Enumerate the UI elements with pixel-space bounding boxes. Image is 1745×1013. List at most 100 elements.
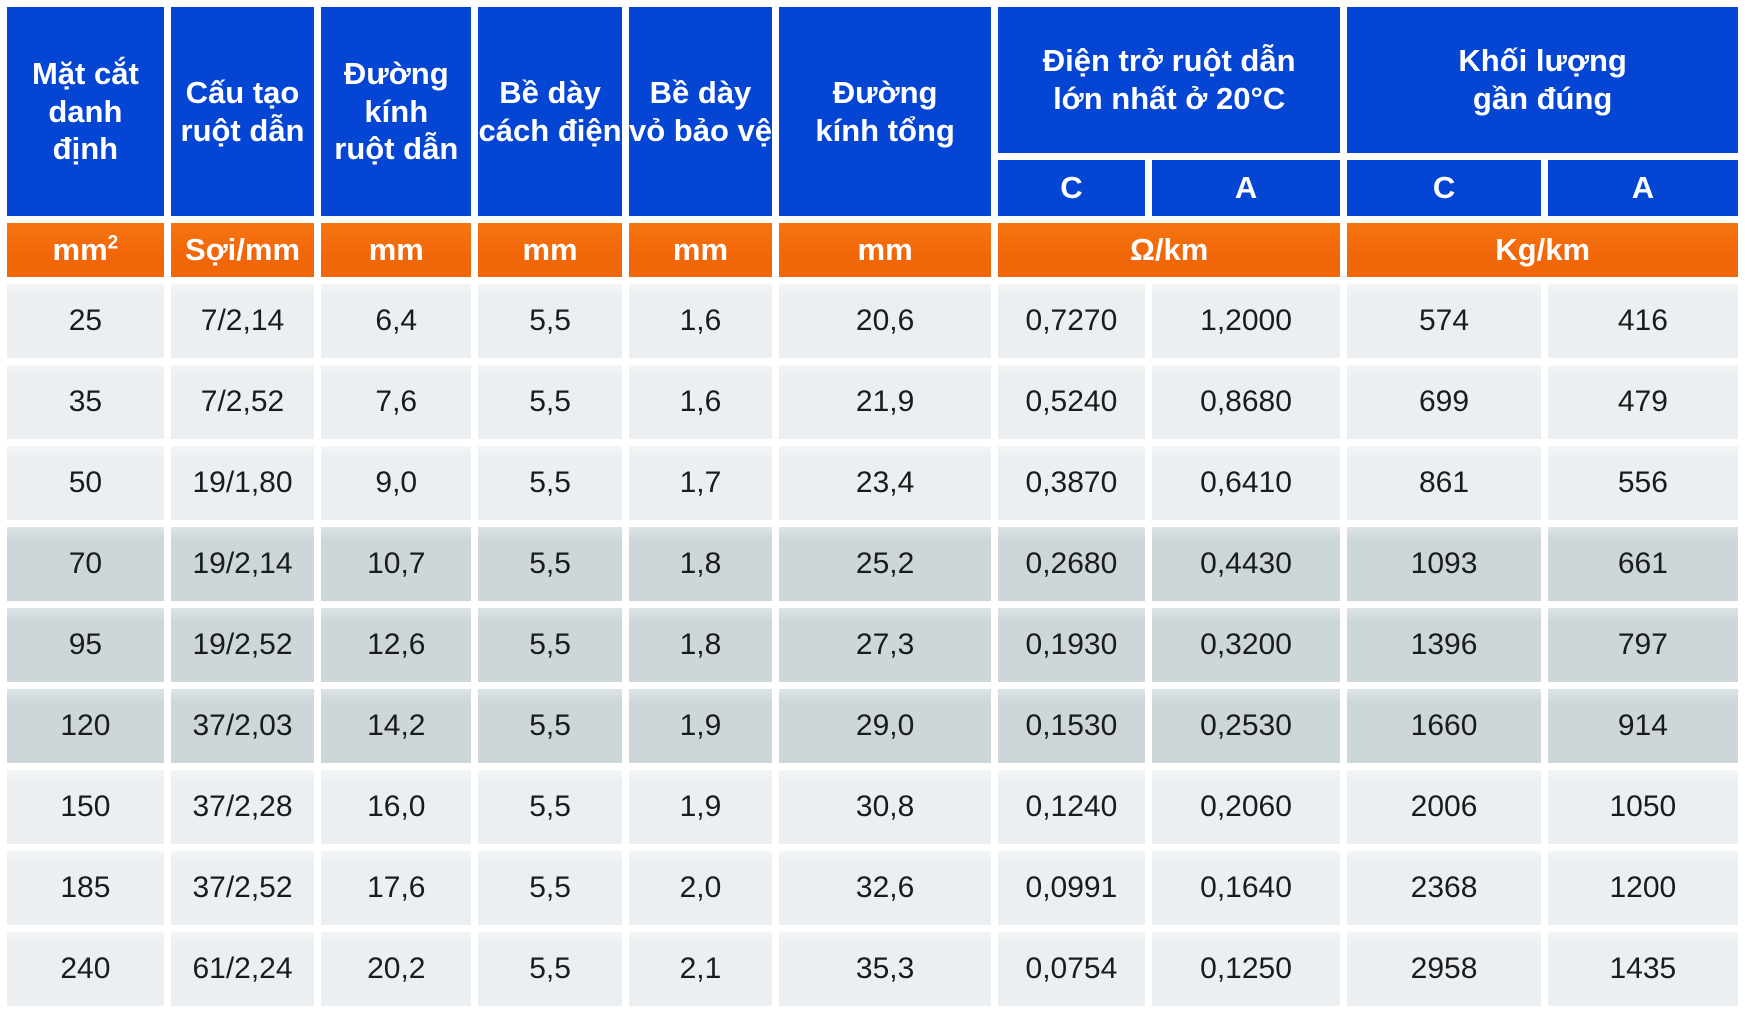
data-cell: 0,4430	[1151, 527, 1341, 601]
header-line: kính	[364, 93, 429, 129]
data-cell: 5,5	[478, 770, 622, 844]
header-line: kính tổng	[815, 112, 955, 148]
table-row: 185 37/2,52 17,6 5,5 2,0 32,6 0,0991 0,1…	[7, 851, 1738, 925]
data-cell: 574	[1347, 284, 1541, 358]
table-row: 240 61/2,24 20,2 5,5 2,1 35,3 0,0754 0,1…	[7, 932, 1738, 1006]
subheader-resistance-c: C	[998, 160, 1145, 216]
header-line: ruột dẫn	[180, 112, 305, 148]
data-cell: 70	[7, 527, 164, 601]
unit-soi-mm: Sợi/mm	[170, 223, 315, 277]
data-cell: 0,6410	[1151, 446, 1341, 520]
data-cell: 14,2	[321, 689, 472, 763]
table-row: 95 19/2,52 12,6 5,5 1,8 27,3 0,1930 0,32…	[7, 608, 1738, 682]
data-cell: 5,5	[478, 932, 622, 1006]
header-conductor-construction: Cấu tạo ruột dẫn	[170, 7, 315, 216]
data-cell: 1050	[1547, 770, 1738, 844]
header-nominal-cross-section: Mặt cắt danh định	[7, 7, 164, 216]
data-cell: 1,6	[628, 284, 773, 358]
data-cell: 5,5	[478, 284, 622, 358]
data-cell: 12,6	[321, 608, 472, 682]
table-row: 50 19/1,80 9,0 5,5 1,7 23,4 0,3870 0,641…	[7, 446, 1738, 520]
data-cell: 0,3870	[998, 446, 1145, 520]
header-group-approx-weight: Khối lượng gần đúng	[1347, 7, 1738, 153]
header-line: lớn nhất ở 20°C	[1053, 81, 1286, 116]
data-cell: 0,1250	[1151, 932, 1341, 1006]
data-cell: 1,6	[628, 365, 773, 439]
data-cell: 1,8	[628, 527, 773, 601]
data-cell: 797	[1547, 608, 1738, 682]
header-line: danh	[48, 93, 123, 129]
data-cell: 19/1,80	[170, 446, 315, 520]
unit-mm-conductor-diameter: mm	[321, 223, 472, 277]
data-cell: 2,1	[628, 932, 773, 1006]
data-cell: 17,6	[321, 851, 472, 925]
header-line: Điện trở ruột dẫn	[1042, 43, 1296, 79]
data-cell: 19/2,52	[170, 608, 315, 682]
data-cell: 7/2,14	[170, 284, 315, 358]
data-cell: 37/2,52	[170, 851, 315, 925]
data-cell: 914	[1547, 689, 1738, 763]
data-cell: 861	[1347, 446, 1541, 520]
data-cell: 0,3200	[1151, 608, 1341, 682]
data-cell: 35,3	[779, 932, 992, 1006]
header-line: định	[52, 131, 119, 167]
header-conductor-diameter: Đường kính ruột dẫn	[321, 7, 472, 216]
data-cell: 0,5240	[998, 365, 1145, 439]
data-cell: 0,0754	[998, 932, 1145, 1006]
data-cell: 35	[7, 365, 164, 439]
data-cell: 0,2060	[1151, 770, 1341, 844]
subheader-weight-a: A	[1547, 160, 1738, 216]
data-cell: 19/2,14	[170, 527, 315, 601]
data-cell: 1,9	[628, 770, 773, 844]
data-cell: 25	[7, 284, 164, 358]
data-cell: 23,4	[779, 446, 992, 520]
data-cell: 16,0	[321, 770, 472, 844]
data-cell: 21,9	[779, 365, 992, 439]
data-cell: 20,6	[779, 284, 992, 358]
data-cell: 30,8	[779, 770, 992, 844]
data-cell: 7/2,52	[170, 365, 315, 439]
header-overall-diameter: Đường kính tổng	[779, 7, 992, 216]
data-cell: 416	[1547, 284, 1738, 358]
data-cell: 9,0	[321, 446, 472, 520]
data-cell: 185	[7, 851, 164, 925]
header-line: Mặt cắt	[31, 55, 139, 91]
subheader-weight-c: C	[1347, 160, 1541, 216]
data-cell: 37/2,28	[170, 770, 315, 844]
header-sheath-thickness: Bề dày vỏ bảo vệ	[628, 7, 773, 216]
data-cell: 61/2,24	[170, 932, 315, 1006]
data-cell: 1396	[1347, 608, 1541, 682]
data-cell: 0,7270	[998, 284, 1145, 358]
unit-mm-sheath: mm	[628, 223, 773, 277]
unit-mm-insulation: mm	[478, 223, 622, 277]
table-row: 25 7/2,14 6,4 5,5 1,6 20,6 0,7270 1,2000…	[7, 284, 1738, 358]
data-cell: 479	[1547, 365, 1738, 439]
data-cell: 20,2	[321, 932, 472, 1006]
data-cell: 0,1530	[998, 689, 1145, 763]
data-cell: 661	[1547, 527, 1738, 601]
data-cell: 0,1640	[1151, 851, 1341, 925]
data-cell: 10,7	[321, 527, 472, 601]
data-cell: 29,0	[779, 689, 992, 763]
data-cell: 37/2,03	[170, 689, 315, 763]
header-line: Đường	[832, 74, 938, 110]
table-row: 70 19/2,14 10,7 5,5 1,8 25,2 0,2680 0,44…	[7, 527, 1738, 601]
data-cell: 0,2530	[1151, 689, 1341, 763]
data-cell: 240	[7, 932, 164, 1006]
data-cell: 50	[7, 446, 164, 520]
table-row: 35 7/2,52 7,6 5,5 1,6 21,9 0,5240 0,8680…	[7, 365, 1738, 439]
unit-ohm-per-km: Ω/km	[998, 223, 1341, 277]
data-cell: 2368	[1347, 851, 1541, 925]
subheader-resistance-a: A	[1151, 160, 1341, 216]
header-line: Bề dày	[499, 74, 601, 110]
data-cell: 0,2680	[998, 527, 1145, 601]
data-cell: 1,8	[628, 608, 773, 682]
data-cell: 0,8680	[1151, 365, 1341, 439]
header-insulation-thickness: Bề dày cách điện	[478, 7, 622, 216]
data-cell: 5,5	[478, 527, 622, 601]
data-cell: 2958	[1347, 932, 1541, 1006]
unit-kg-per-km: Kg/km	[1347, 223, 1738, 277]
data-cell: 1200	[1547, 851, 1738, 925]
data-cell: 2006	[1347, 770, 1541, 844]
